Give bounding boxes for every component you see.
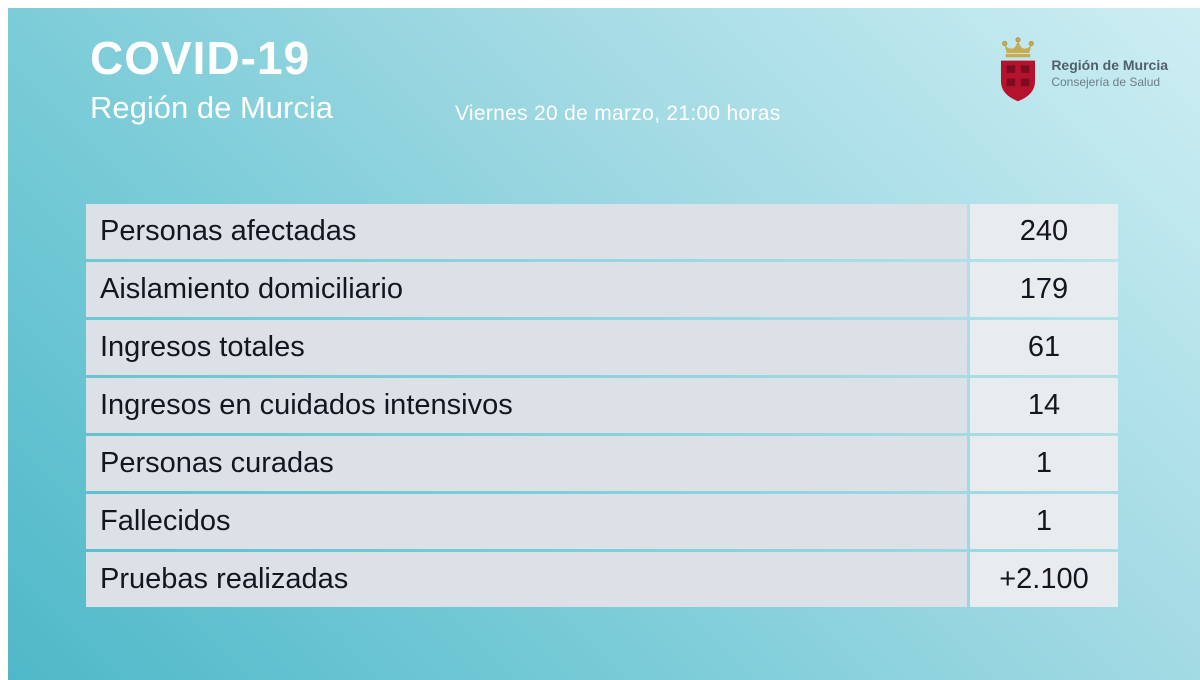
table-row: Aislamiento domiciliario 179 [86, 262, 1118, 317]
row-label: Aislamiento domiciliario [86, 262, 967, 317]
murcia-government-logo: Región de Murcia Consejería de Salud [995, 36, 1168, 111]
table-row: Ingresos en cuidados intensivos 14 [86, 378, 1118, 433]
title-block: COVID-19 Región de Murcia [90, 34, 333, 126]
row-label: Personas curadas [86, 436, 967, 491]
row-value: 61 [970, 320, 1118, 375]
page-title: COVID-19 [90, 32, 311, 84]
report-datetime: Viernes 20 de marzo, 21:00 horas [455, 102, 781, 125]
row-value: 179 [970, 262, 1118, 317]
row-value: 1 [970, 436, 1118, 491]
murcia-shield-icon [995, 36, 1041, 111]
row-label: Fallecidos [86, 494, 967, 549]
page-subtitle: Región de Murcia [90, 90, 333, 126]
table-row: Ingresos totales 61 [86, 320, 1118, 375]
covid-report-slide: COVID-19 Región de Murcia Viernes 20 de … [8, 8, 1200, 680]
row-label: Personas afectadas [86, 204, 967, 259]
row-value: 1 [970, 494, 1118, 549]
stats-table: Personas afectadas 240 Aislamiento domicil… [86, 204, 1118, 607]
logo-org-name: Región de Murcia [1051, 57, 1168, 74]
row-label: Pruebas realizadas [86, 552, 967, 607]
row-label: Ingresos totales [86, 320, 967, 375]
table-row: Personas afectadas 240 [86, 204, 1118, 259]
table-row: Fallecidos 1 [86, 494, 1118, 549]
row-value: +2.100 [970, 552, 1118, 607]
row-label: Ingresos en cuidados intensivos [86, 378, 967, 433]
row-value: 240 [970, 204, 1118, 259]
logo-text: Región de Murcia Consejería de Salud [1051, 57, 1168, 90]
table-row: Pruebas realizadas +2.100 [86, 552, 1118, 607]
table-row: Personas curadas 1 [86, 436, 1118, 491]
logo-dept-name: Consejería de Salud [1051, 74, 1161, 89]
row-value: 14 [970, 378, 1118, 433]
